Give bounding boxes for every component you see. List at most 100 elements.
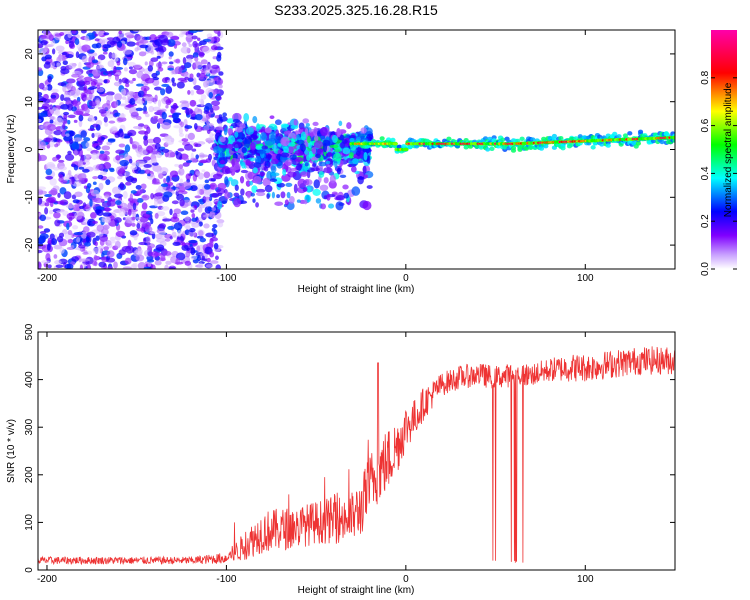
spectrogram-cell	[141, 194, 150, 201]
spectrogram-cell	[519, 136, 525, 141]
spectrogram-cell	[117, 205, 122, 209]
spectrogram-cell	[217, 192, 223, 197]
spectrogram-cell	[243, 112, 250, 122]
spectrogram-cell	[182, 56, 187, 65]
spectrogram-cell	[185, 250, 191, 258]
spectrogram-cell	[123, 57, 128, 66]
spectrogram-cell	[342, 184, 349, 190]
spectrogram-cell	[44, 44, 48, 53]
figure-title: S233.2025.325.16.28.R15	[274, 2, 438, 18]
spectrogram-cell	[45, 61, 51, 65]
spectrogram-cell	[130, 190, 137, 194]
spectrogram-cell	[112, 186, 122, 195]
spectrogram-cell	[67, 114, 76, 119]
spectrogram-cell	[73, 100, 81, 106]
spectrogram-cell	[190, 247, 196, 256]
spectrogram-cell	[150, 57, 159, 62]
spectrogram-cell	[120, 88, 127, 96]
spectrogram-cell	[153, 136, 162, 144]
spectrogram-cell	[176, 81, 185, 89]
spectrogram-cell	[217, 182, 227, 190]
spectrogram-cell	[233, 192, 240, 197]
spectrogram-cell	[182, 199, 192, 207]
spectrogram-cell	[478, 145, 484, 150]
spectrogram-content	[38, 30, 675, 269]
spectrogram-cell	[312, 121, 319, 127]
spectrogram-cell	[125, 82, 130, 88]
spectrogram-cell	[232, 118, 240, 124]
spectrogram-cell	[106, 250, 115, 258]
spectrogram-cell	[201, 65, 207, 69]
spectrogram-cell	[280, 152, 290, 158]
spectrogram-cell	[73, 110, 84, 116]
spectrogram-cell	[62, 229, 68, 235]
spectrogram-cell	[62, 123, 66, 130]
spectrogram-cell	[216, 79, 223, 85]
spectrogram-cell	[151, 181, 161, 185]
spectrogram-cell	[213, 30, 221, 34]
spectrogram-cell	[106, 91, 115, 96]
spectrogram-cell	[313, 126, 318, 137]
spectrogram-cell	[106, 114, 115, 119]
spectrogram-cell	[62, 210, 69, 216]
colorbar-gradient	[711, 30, 737, 269]
spectrogram-cell	[135, 83, 144, 87]
spectrogram-cell	[71, 176, 75, 185]
spectrogram-cell	[67, 238, 74, 244]
spectrogram-cell	[178, 164, 184, 169]
spectrogram-cell	[659, 139, 665, 145]
spectrogram-cell	[560, 145, 566, 151]
spectrogram-cell	[243, 155, 250, 159]
spectrogram-cell	[234, 184, 239, 191]
spectrogram-cell	[124, 135, 131, 139]
spectrogram-cell	[334, 159, 338, 169]
spectrogram-xtick-label: -200	[37, 273, 57, 284]
spectrogram-cell	[160, 183, 169, 188]
spectrogram-cell	[91, 132, 95, 139]
spectrogram-cell	[348, 160, 353, 165]
spectrogram-cell	[200, 94, 207, 100]
spectrogram-cell	[199, 237, 207, 243]
spectrogram-cell	[138, 148, 149, 156]
spectrogram-cell	[290, 125, 299, 130]
spectrogram-ytick-label: 20	[24, 48, 35, 60]
spectrogram-cell	[249, 142, 256, 151]
spectrogram-cell	[201, 255, 205, 261]
spectrogram-cell	[177, 229, 182, 238]
spectrogram-cell	[197, 254, 201, 262]
spectrogram-cell	[124, 98, 129, 105]
spectrogram-cell	[114, 209, 120, 213]
spectrogram-cell	[172, 112, 179, 120]
spectrogram-cell	[81, 172, 87, 179]
spectrogram-cell	[287, 145, 295, 154]
spectrogram-cell	[210, 45, 218, 51]
spectrogram-cell	[118, 30, 122, 35]
spectrogram-cell	[142, 110, 148, 115]
spectrogram-cell	[342, 139, 348, 144]
spectrogram-cell	[179, 100, 189, 104]
spectrogram-cell	[280, 123, 289, 128]
spectrogram-cell	[98, 232, 104, 237]
spectrogram-cell	[121, 245, 132, 253]
spectrogram-cell	[143, 138, 149, 146]
snr-content	[38, 346, 675, 566]
spectrogram-cell	[205, 232, 214, 238]
spectrogram-cell	[65, 204, 76, 209]
spectrogram-cell	[167, 187, 173, 192]
spectrogram-cell	[145, 113, 150, 118]
spectrogram-cell	[50, 188, 58, 196]
spectrogram-cell	[73, 232, 83, 236]
spectrogram-cell	[366, 154, 371, 164]
spectrogram-cell	[528, 145, 534, 150]
spectrogram-cell	[97, 174, 104, 180]
spectrogram-cell	[172, 212, 178, 220]
spectrogram-cell	[139, 44, 149, 49]
spectrogram-cell	[178, 126, 183, 135]
spectrogram-cell	[65, 133, 70, 137]
spectrogram-cell	[510, 148, 517, 153]
spectrogram-cell	[339, 142, 346, 149]
spectrogram-cell	[154, 86, 162, 91]
spectrogram-cell	[183, 157, 190, 162]
